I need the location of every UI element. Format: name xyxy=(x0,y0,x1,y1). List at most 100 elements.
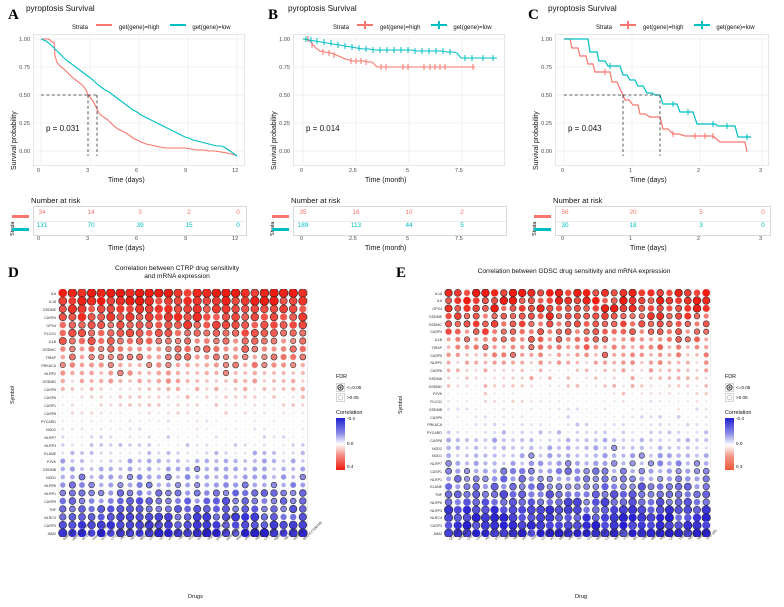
gene-label: CASP9 xyxy=(430,415,442,420)
gene-label: CASP3 xyxy=(44,523,56,528)
panel-b-title: pyroptosis Survival xyxy=(288,4,357,13)
legend-swatch-low xyxy=(430,20,447,29)
gene-label: GSDMD xyxy=(428,384,442,389)
panel-e-title: Correlation between GDSC drug sensitivit… xyxy=(477,268,671,275)
panel-c-risk-xtitle: Time (days) xyxy=(630,245,667,252)
gene-label: IL6 xyxy=(51,291,56,296)
panel-c-title: pyroptosis Survival xyxy=(548,4,617,13)
gene-label: NLRP2 xyxy=(430,361,442,366)
panel-a-risk-xtitle: Time (days) xyxy=(108,245,145,252)
gene-label: NLRP6 xyxy=(430,500,442,505)
gene-label: CASP6 xyxy=(430,369,442,374)
gene-label: NLRC4 xyxy=(430,516,442,521)
table-row: 131 70 39 15 0 xyxy=(36,222,240,229)
panel-a-risk-xticks: 0 3 6 9 12 xyxy=(37,236,239,242)
panel-d-legend-fdr: FDR <=0.05 >0.05 Correlation -0.4 0.0 0.… xyxy=(336,374,363,470)
panel-b-risk-title: Number at risk xyxy=(291,196,341,205)
panel-c-legend: Strata get(gene)=high get(gene)=low xyxy=(596,16,755,34)
gene-label: ELANE xyxy=(430,485,442,490)
gene-label: GSDMA xyxy=(428,376,442,381)
gene-label: CASP8 xyxy=(44,411,56,416)
gene-label: CASP1 xyxy=(44,403,56,408)
gene-label: CASP9 xyxy=(44,499,56,504)
gene-label: NLRP2 xyxy=(44,371,56,376)
legend-fdr-sig: <=0.05 xyxy=(336,383,362,392)
gene-label: NLRP1 xyxy=(44,491,56,496)
gene-label: TNF xyxy=(49,507,56,512)
gene-label: TNF xyxy=(435,493,442,498)
panel-d-xaxis-title: Drugs xyxy=(188,594,203,600)
gene-label: TIRAP xyxy=(431,345,442,350)
gene-label: AIM2 xyxy=(47,531,56,536)
legend-swatch-high xyxy=(620,20,637,29)
legend-swatch-high xyxy=(96,23,113,26)
gene-label: IL1B xyxy=(434,338,442,343)
panel-a-xaxis-title: Time (days) xyxy=(108,177,145,184)
panel-b-xaxis-title: Time (month) xyxy=(365,177,407,184)
gene-label: GSDMC xyxy=(42,347,56,352)
legend-label-high: get(gene)=high xyxy=(642,25,684,31)
gene-label: PRKACA xyxy=(41,363,56,368)
gene-label: NLRP7 xyxy=(430,462,442,467)
panel-e-bubble-grid xyxy=(444,289,711,537)
gene-label: GSDMB xyxy=(42,467,56,472)
gene-label: NLRP6 xyxy=(44,483,56,488)
gene-label: CASP3 xyxy=(430,524,442,529)
gene-label: NLRP1 xyxy=(430,477,442,482)
gene-label: GSDMD xyxy=(42,379,56,384)
gene-label: NLRC4 xyxy=(44,515,56,520)
gene-label: CASP4 xyxy=(44,315,56,320)
panel-d-bubble-grid xyxy=(58,289,308,537)
gene-label: ELANE xyxy=(44,451,56,456)
strata-legend-label: Strata xyxy=(596,25,613,31)
panel-c-xaxis-title: Time (days) xyxy=(630,177,667,184)
gene-label: NLRP7 xyxy=(44,435,56,440)
panel-letter-c: C xyxy=(528,7,539,23)
panel-c-pvalue: p = 0.043 xyxy=(568,124,602,133)
table-row: 56 20 5 0 xyxy=(561,209,765,216)
panel-a-risk-table: 34 14 3 2 0 131 70 39 15 0 xyxy=(33,206,247,236)
panel-b-risk-xtitle: Time (month) xyxy=(365,245,407,252)
panel-a-title: pyroptosis Survival xyxy=(26,4,95,13)
panel-c-risk-table: 56 20 5 0 30 18 3 0 xyxy=(555,206,771,236)
gene-label: PYCARD xyxy=(427,431,442,436)
gene-label: IL18 xyxy=(435,291,442,296)
panel-letter-b: B xyxy=(268,7,279,23)
gene-label: CASP5 xyxy=(430,353,442,358)
gene-label: NOD2 xyxy=(432,446,442,451)
gene-label: PJVK xyxy=(433,392,442,397)
legend-label-low: get(gene)=low xyxy=(192,25,231,31)
gene-label: GSDMC xyxy=(428,322,442,327)
gene-label: CASP6 xyxy=(44,395,56,400)
gene-label: IL1B xyxy=(48,339,56,344)
gene-label: CASP1 xyxy=(430,469,442,474)
legend-label-low: get(gene)=low xyxy=(716,25,755,31)
gene-label: IL18 xyxy=(49,299,56,304)
panel-b-risk-table: 35 16 10 2 189 113 44 5 xyxy=(293,206,507,236)
gene-label: NLRP3 xyxy=(44,443,56,448)
legend-label-low: get(gene)=low xyxy=(453,25,492,31)
panel-a-risk-title: Number at risk xyxy=(31,196,81,205)
panel-a-xtick-labels: 0 3 6 9 12 xyxy=(37,168,239,174)
panel-b-risk-xticks: 0 2.5 5 7.5 xyxy=(300,236,463,242)
legend-swatch-low xyxy=(693,20,710,29)
panel-letter-d: D xyxy=(8,265,19,281)
gene-label: PYCARD xyxy=(41,419,56,424)
panel-e-xaxis-title: Drug xyxy=(575,594,588,600)
panel-a-pvalue: p = 0.031 xyxy=(46,124,80,133)
legend-fdr-sig: <=0.05 xyxy=(725,383,751,392)
gene-label: AIM2 xyxy=(433,531,442,536)
gene-label: CASP5 xyxy=(44,387,56,392)
table-row: 35 16 10 2 xyxy=(299,209,464,216)
gene-label: GPX4 xyxy=(432,307,442,312)
table-row: 30 18 3 0 xyxy=(561,222,765,229)
gene-label: NOD1 xyxy=(46,475,56,480)
panel-b-pvalue: p = 0.014 xyxy=(306,124,340,133)
gene-label: PLCG1 xyxy=(44,331,56,336)
legend-fdr-nonsig: >0.05 xyxy=(336,393,362,402)
strata-legend-label: Strata xyxy=(72,25,89,31)
legend-swatch-low xyxy=(169,23,186,26)
gene-label: NOD1 xyxy=(432,454,442,459)
gene-label: GPX4 xyxy=(46,323,56,328)
